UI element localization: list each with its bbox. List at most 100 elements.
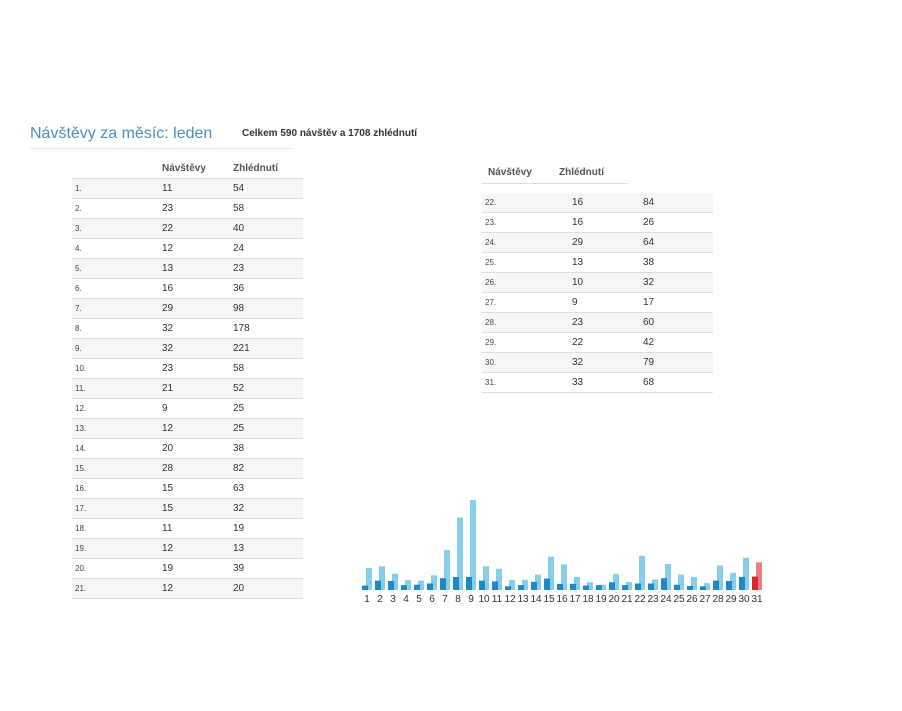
visits-bar-day-20 bbox=[609, 582, 615, 590]
views-cell: 221 bbox=[233, 338, 303, 359]
day-cell: 2. bbox=[72, 198, 162, 219]
x-tick-label: 26 bbox=[686, 594, 698, 605]
visits-cell: 11 bbox=[162, 178, 233, 199]
day-cell: 29. bbox=[482, 332, 572, 353]
views-cell: 32 bbox=[233, 498, 303, 519]
stats-table-days-22-31: 22. 16 84 23. 16 26 24. 29 64 25. 13 38 26. 10 32 27. 9 1… bbox=[482, 193, 713, 393]
table-row: 2. 23 58 bbox=[72, 198, 303, 219]
table-row: 3. 22 40 bbox=[72, 218, 303, 239]
views-cell: 58 bbox=[233, 358, 303, 379]
table-row: 17. 15 32 bbox=[72, 498, 303, 519]
views-cell: 25 bbox=[233, 398, 303, 419]
visits-cell: 32 bbox=[162, 318, 233, 339]
x-tick-label: 1 bbox=[364, 594, 370, 605]
visits-bar-day-29 bbox=[726, 581, 732, 590]
day-cell: 25. bbox=[482, 252, 572, 273]
visits-bar-day-31 bbox=[752, 576, 758, 590]
views-cell: 84 bbox=[643, 193, 713, 213]
views-bar-day-23 bbox=[652, 579, 658, 590]
table-row: 4. 12 24 bbox=[72, 238, 303, 259]
visits-cell: 19 bbox=[162, 558, 233, 579]
table-row: 9. 32 221 bbox=[72, 338, 303, 359]
views-cell: 38 bbox=[643, 252, 713, 273]
table-row: 12. 9 25 bbox=[72, 398, 303, 419]
views-cell: 25 bbox=[233, 418, 303, 439]
table-row: 28. 23 60 bbox=[482, 312, 713, 333]
x-tick-label: 25 bbox=[673, 594, 685, 605]
visits-bar-day-10 bbox=[479, 580, 485, 590]
visits-cell: 15 bbox=[162, 478, 233, 499]
views-cell: 54 bbox=[233, 178, 303, 199]
x-tick-label: 18 bbox=[582, 594, 594, 605]
visits-cell: 23 bbox=[162, 358, 233, 379]
visits-bar-day-8 bbox=[453, 576, 459, 590]
visits-cell: 32 bbox=[572, 352, 643, 373]
visits-bar-day-30 bbox=[739, 576, 745, 590]
table-row: 18. 11 19 bbox=[72, 518, 303, 539]
visits-cell: 32 bbox=[162, 338, 233, 359]
x-tick-label: 14 bbox=[530, 594, 542, 605]
x-tick-label: 16 bbox=[556, 594, 568, 605]
views-bar-day-14 bbox=[535, 574, 541, 590]
visits-cell: 16 bbox=[162, 278, 233, 299]
views-bar-day-27 bbox=[704, 583, 710, 590]
views-bar-day-3 bbox=[392, 573, 398, 590]
visits-bar-day-25 bbox=[674, 584, 680, 590]
day-cell: 3. bbox=[72, 218, 162, 239]
views-cell: 178 bbox=[233, 318, 303, 339]
visits-bar-day-13 bbox=[518, 585, 524, 590]
x-tick-label: 30 bbox=[738, 594, 750, 605]
views-cell: 42 bbox=[643, 332, 713, 353]
views-cell: 36 bbox=[233, 278, 303, 299]
right-table-header: Návštěvy Zhlédnutí bbox=[482, 164, 628, 184]
x-tick-label: 6 bbox=[429, 594, 435, 605]
table-row: 16. 15 63 bbox=[72, 478, 303, 499]
views-cell: 38 bbox=[233, 438, 303, 459]
visits-cell: 23 bbox=[162, 198, 233, 219]
day-cell: 21. bbox=[72, 578, 162, 599]
views-cell: 13 bbox=[233, 538, 303, 559]
table-row: 27. 9 17 bbox=[482, 292, 713, 313]
visits-cell: 10 bbox=[572, 272, 643, 293]
day-cell: 13. bbox=[72, 418, 162, 439]
table-row: 19. 12 13 bbox=[72, 538, 303, 559]
visits-cell: 33 bbox=[572, 372, 643, 393]
x-tick-label: 15 bbox=[543, 594, 555, 605]
visits-bar-day-28 bbox=[713, 580, 719, 590]
views-bar-day-30 bbox=[743, 557, 749, 590]
day-cell: 31. bbox=[482, 372, 572, 393]
table-row: 29. 22 42 bbox=[482, 332, 713, 353]
table-row: 30. 32 79 bbox=[482, 352, 713, 373]
visits-bar-day-2 bbox=[375, 580, 381, 590]
day-cell: 26. bbox=[482, 272, 572, 293]
views-column-header: Zhlédnutí bbox=[559, 167, 604, 178]
table-row: 14. 20 38 bbox=[72, 438, 303, 459]
visits-bar-day-17 bbox=[570, 583, 576, 590]
views-column-header: Zhlédnutí bbox=[233, 158, 303, 179]
views-cell: 20 bbox=[233, 578, 303, 599]
table-row: 31. 33 68 bbox=[482, 372, 713, 393]
views-bar-day-8 bbox=[457, 517, 463, 590]
monthly-summary: Celkem 590 návštěv a 1708 zhlédnutí bbox=[242, 128, 418, 139]
table-row: 25. 13 38 bbox=[482, 252, 713, 273]
visits-bar-day-11 bbox=[492, 581, 498, 590]
visits-bar-day-23 bbox=[648, 583, 654, 590]
table-row: 22. 16 84 bbox=[482, 193, 713, 213]
x-tick-label: 21 bbox=[621, 594, 633, 605]
views-bar-day-10 bbox=[483, 566, 489, 590]
views-cell: 58 bbox=[233, 198, 303, 219]
x-tick-label: 3 bbox=[390, 594, 396, 605]
x-tick-label: 7 bbox=[442, 594, 448, 605]
day-cell: 7. bbox=[72, 298, 162, 319]
views-bar-day-7 bbox=[444, 550, 450, 590]
x-tick-label: 2 bbox=[377, 594, 383, 605]
views-bar-day-21 bbox=[626, 581, 632, 590]
views-cell: 24 bbox=[233, 238, 303, 259]
visits-cell: 12 bbox=[162, 418, 233, 439]
visits-bar-day-19 bbox=[596, 585, 602, 590]
views-bar-day-1 bbox=[366, 568, 372, 590]
views-cell: 82 bbox=[233, 458, 303, 479]
views-cell: 64 bbox=[643, 232, 713, 253]
day-cell: 11. bbox=[72, 378, 162, 399]
views-bar-day-2 bbox=[379, 566, 385, 590]
